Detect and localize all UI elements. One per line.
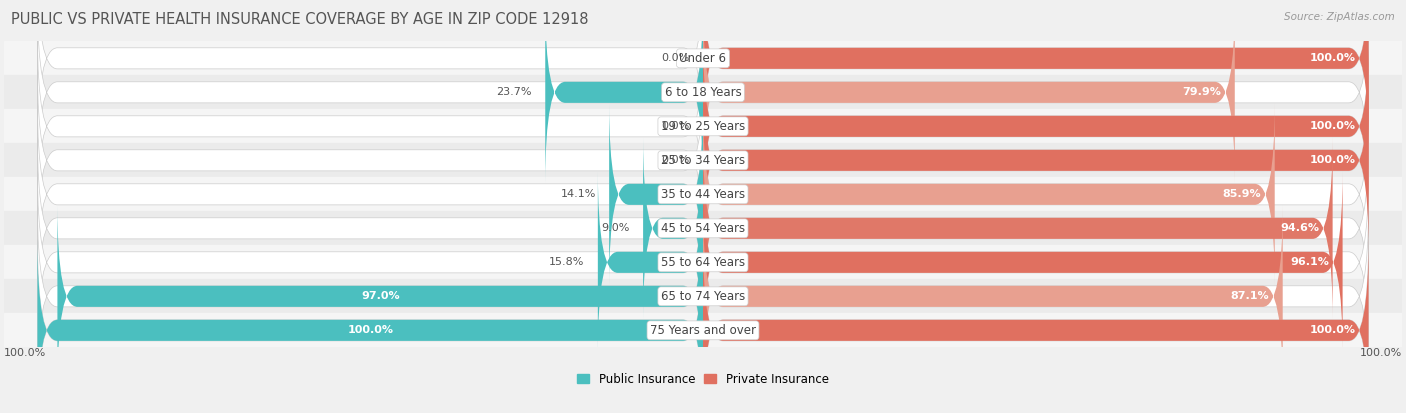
FancyBboxPatch shape	[38, 239, 703, 413]
Bar	[4, 211, 1402, 245]
Bar	[4, 279, 1402, 313]
FancyBboxPatch shape	[38, 171, 703, 354]
Text: 100.0%: 100.0%	[1309, 155, 1355, 165]
Text: 6 to 18 Years: 6 to 18 Years	[665, 86, 741, 99]
Text: 65 to 74 Years: 65 to 74 Years	[661, 290, 745, 303]
Text: 97.0%: 97.0%	[361, 291, 399, 301]
FancyBboxPatch shape	[38, 137, 703, 320]
FancyBboxPatch shape	[703, 171, 1343, 354]
FancyBboxPatch shape	[38, 35, 703, 218]
FancyBboxPatch shape	[703, 239, 1368, 413]
Text: 100.0%: 100.0%	[1309, 325, 1355, 335]
FancyBboxPatch shape	[703, 35, 1368, 218]
FancyBboxPatch shape	[38, 69, 703, 252]
Text: 55 to 64 Years: 55 to 64 Years	[661, 256, 745, 269]
Bar	[4, 143, 1402, 177]
FancyBboxPatch shape	[703, 35, 1368, 218]
Legend: Public Insurance, Private Insurance: Public Insurance, Private Insurance	[572, 368, 834, 390]
FancyBboxPatch shape	[703, 1, 1368, 184]
FancyBboxPatch shape	[703, 0, 1368, 150]
Text: 100.0%: 100.0%	[1309, 53, 1355, 63]
FancyBboxPatch shape	[703, 205, 1282, 388]
FancyBboxPatch shape	[703, 69, 1368, 252]
FancyBboxPatch shape	[58, 205, 703, 388]
Text: Source: ZipAtlas.com: Source: ZipAtlas.com	[1284, 12, 1395, 22]
FancyBboxPatch shape	[38, 239, 703, 413]
FancyBboxPatch shape	[703, 137, 1368, 320]
Text: 15.8%: 15.8%	[550, 257, 585, 267]
Bar	[4, 75, 1402, 109]
FancyBboxPatch shape	[703, 239, 1368, 413]
Text: Under 6: Under 6	[679, 52, 727, 65]
Bar	[4, 41, 1402, 75]
Text: PUBLIC VS PRIVATE HEALTH INSURANCE COVERAGE BY AGE IN ZIP CODE 12918: PUBLIC VS PRIVATE HEALTH INSURANCE COVER…	[11, 12, 589, 27]
Bar	[4, 313, 1402, 347]
Text: 25 to 34 Years: 25 to 34 Years	[661, 154, 745, 167]
FancyBboxPatch shape	[703, 205, 1368, 388]
Text: 96.1%: 96.1%	[1291, 257, 1329, 267]
Text: 75 Years and over: 75 Years and over	[650, 324, 756, 337]
FancyBboxPatch shape	[38, 0, 703, 150]
FancyBboxPatch shape	[38, 205, 703, 388]
FancyBboxPatch shape	[546, 1, 703, 184]
Text: 100.0%: 100.0%	[1360, 348, 1402, 358]
Text: 0.0%: 0.0%	[661, 155, 690, 165]
Bar	[4, 177, 1402, 211]
Text: 100.0%: 100.0%	[1309, 121, 1355, 131]
Bar	[4, 109, 1402, 143]
FancyBboxPatch shape	[703, 103, 1368, 286]
FancyBboxPatch shape	[703, 171, 1368, 354]
Text: 94.6%: 94.6%	[1281, 223, 1319, 233]
Text: 100.0%: 100.0%	[347, 325, 394, 335]
FancyBboxPatch shape	[703, 69, 1368, 252]
Text: 79.9%: 79.9%	[1182, 87, 1222, 97]
Text: 9.0%: 9.0%	[602, 223, 630, 233]
Text: 23.7%: 23.7%	[496, 87, 531, 97]
Text: 85.9%: 85.9%	[1223, 189, 1261, 199]
Text: 14.1%: 14.1%	[561, 189, 596, 199]
FancyBboxPatch shape	[703, 1, 1234, 184]
FancyBboxPatch shape	[703, 0, 1368, 150]
FancyBboxPatch shape	[703, 103, 1275, 286]
FancyBboxPatch shape	[643, 137, 703, 320]
FancyBboxPatch shape	[38, 1, 703, 184]
Bar	[4, 245, 1402, 279]
Text: 87.1%: 87.1%	[1230, 291, 1270, 301]
Text: 45 to 54 Years: 45 to 54 Years	[661, 222, 745, 235]
FancyBboxPatch shape	[38, 103, 703, 286]
Text: 0.0%: 0.0%	[661, 121, 690, 131]
Text: 19 to 25 Years: 19 to 25 Years	[661, 120, 745, 133]
Text: 0.0%: 0.0%	[661, 53, 690, 63]
FancyBboxPatch shape	[609, 103, 703, 286]
Text: 100.0%: 100.0%	[4, 348, 46, 358]
FancyBboxPatch shape	[703, 137, 1333, 320]
FancyBboxPatch shape	[598, 171, 703, 354]
Text: 35 to 44 Years: 35 to 44 Years	[661, 188, 745, 201]
